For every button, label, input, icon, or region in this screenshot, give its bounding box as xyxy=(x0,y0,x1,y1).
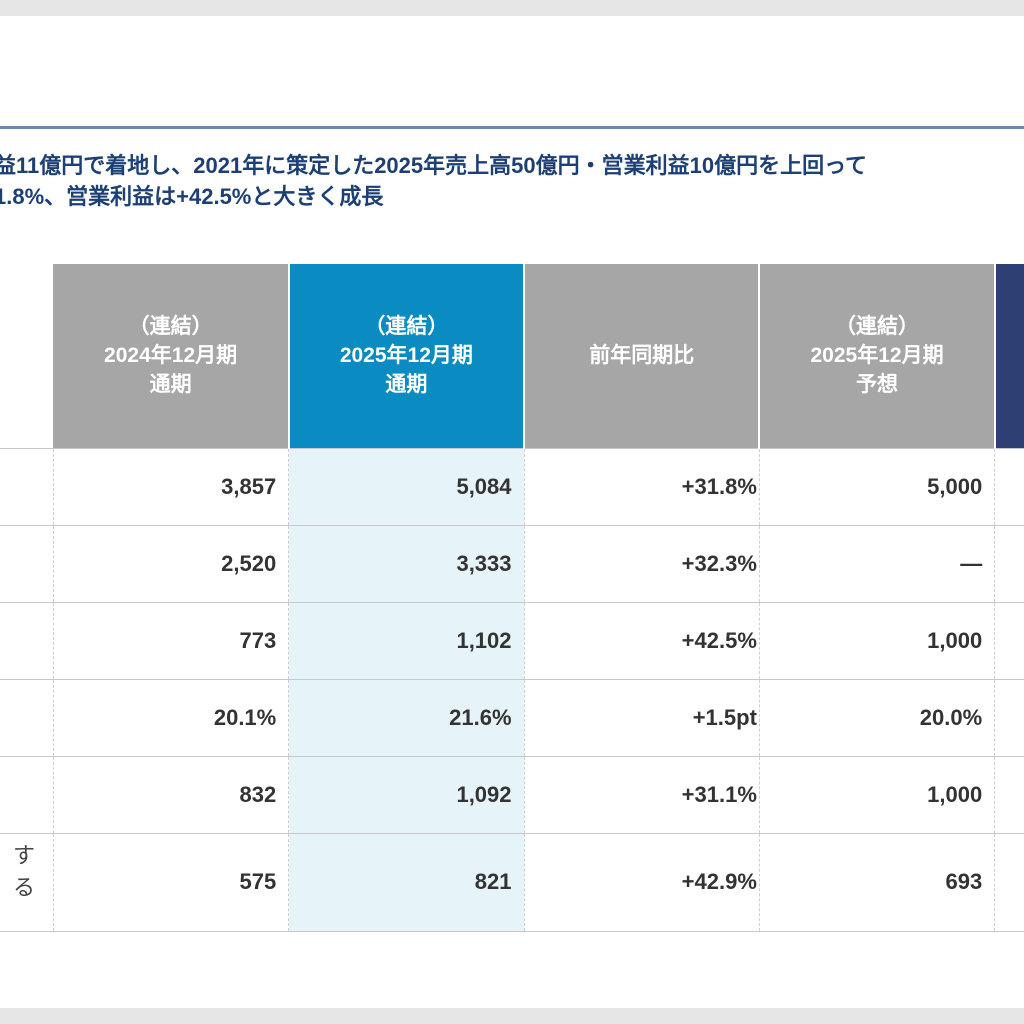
cell-forecast: 5,000 xyxy=(759,447,996,526)
cell-fy2025: 821 xyxy=(288,833,525,932)
header-fy2025-line1: （連結） xyxy=(364,315,449,339)
table-row: 2,520 3,333 +32.3% — xyxy=(0,525,1024,603)
header-forecast: （連結） 2025年12月期 予想 xyxy=(759,264,996,448)
header-fy2024-line1: （連結） xyxy=(128,315,213,339)
edge-cell xyxy=(994,679,1024,757)
cell-fy2025: 5,084 xyxy=(288,447,525,526)
cell-fy2025: 3,333 xyxy=(288,525,525,603)
header-yoy-line2: 前年同期比 xyxy=(589,344,695,368)
cell-fy2024: 773 xyxy=(53,602,290,680)
header-fy2024: （連結） 2024年12月期 通期 xyxy=(53,264,290,448)
cell-fy2025: 21.6% xyxy=(288,679,525,757)
header-forecast-line3: 予想 xyxy=(856,373,899,397)
cell-fy2024: 20.1% xyxy=(53,679,290,757)
row-label-text: する xyxy=(12,843,35,900)
header-label-cell xyxy=(0,264,54,448)
cell-yoy: +32.3% xyxy=(524,525,760,603)
cell-forecast: 693 xyxy=(759,833,996,932)
bottom-margin-bar xyxy=(0,1008,1024,1024)
header-fy2025-line3: 通期 xyxy=(385,373,428,397)
lead-line-2: 1.8%、営業利益は+42.5%と大きく成長 xyxy=(0,184,384,209)
table-row: 3,857 5,084 +31.8% 5,000 xyxy=(0,447,1024,526)
financial-results-table: （連結） 2024年12月期 通期 （連結） 2025年12月期 通期 前年同期… xyxy=(0,264,1024,932)
cell-yoy: +42.9% xyxy=(524,833,760,932)
row-label xyxy=(0,525,54,603)
edge-cell xyxy=(994,447,1024,526)
header-edge-cell xyxy=(994,264,1024,448)
slide: 益11億円で着地し、2021年に策定した2025年売上高50億円・営業利益10億… xyxy=(0,16,1024,1008)
header-forecast-line1: （連結） xyxy=(835,315,920,339)
row-label xyxy=(0,447,54,526)
header-fy2025: （連結） 2025年12月期 通期 xyxy=(288,264,526,448)
cell-forecast: 1,000 xyxy=(759,602,996,680)
lead-text: 益11億円で着地し、2021年に策定した2025年売上高50億円・営業利益10億… xyxy=(0,150,1024,212)
edge-cell xyxy=(994,525,1024,603)
cell-fy2025: 1,102 xyxy=(288,602,525,680)
header-forecast-line2: 2025年12月期 xyxy=(810,344,944,368)
table-row: 20.1% 21.6% +1.5pt 20.0% xyxy=(0,679,1024,757)
table-header-row: （連結） 2024年12月期 通期 （連結） 2025年12月期 通期 前年同期… xyxy=(0,264,1024,448)
lead-line-1: 益11億円で着地し、2021年に策定した2025年売上高50億円・営業利益10億… xyxy=(0,153,867,178)
cell-yoy: +1.5pt xyxy=(524,679,760,757)
cell-fy2024: 575 xyxy=(53,833,290,932)
header-yoy: 前年同期比 xyxy=(524,264,761,448)
row-label xyxy=(0,602,54,680)
table-row: 832 1,092 +31.1% 1,000 xyxy=(0,756,1024,834)
cell-fy2025: 1,092 xyxy=(288,756,525,834)
cell-fy2024: 832 xyxy=(53,756,290,834)
table-row: する 575 821 +42.9% 693 xyxy=(0,833,1024,932)
row-label xyxy=(0,679,54,757)
cell-forecast: — xyxy=(759,525,996,603)
header-fy2024-line2: 2024年12月期 xyxy=(104,344,238,368)
row-label: する xyxy=(0,833,54,932)
cell-yoy: +42.5% xyxy=(524,602,760,680)
cell-forecast: 1,000 xyxy=(759,756,996,834)
cell-yoy: +31.8% xyxy=(524,447,760,526)
edge-cell xyxy=(994,833,1024,932)
cell-forecast: 20.0% xyxy=(759,679,996,757)
title-rule xyxy=(0,126,1024,129)
cell-fy2024: 3,857 xyxy=(53,447,290,526)
edge-cell xyxy=(994,756,1024,834)
header-fy2025-line2: 2025年12月期 xyxy=(339,344,473,368)
edge-cell xyxy=(994,602,1024,680)
row-label xyxy=(0,756,54,834)
cell-fy2024: 2,520 xyxy=(53,525,290,603)
cell-yoy: +31.1% xyxy=(524,756,760,834)
table-row: 773 1,102 +42.5% 1,000 xyxy=(0,602,1024,680)
header-fy2024-line3: 通期 xyxy=(149,373,192,397)
